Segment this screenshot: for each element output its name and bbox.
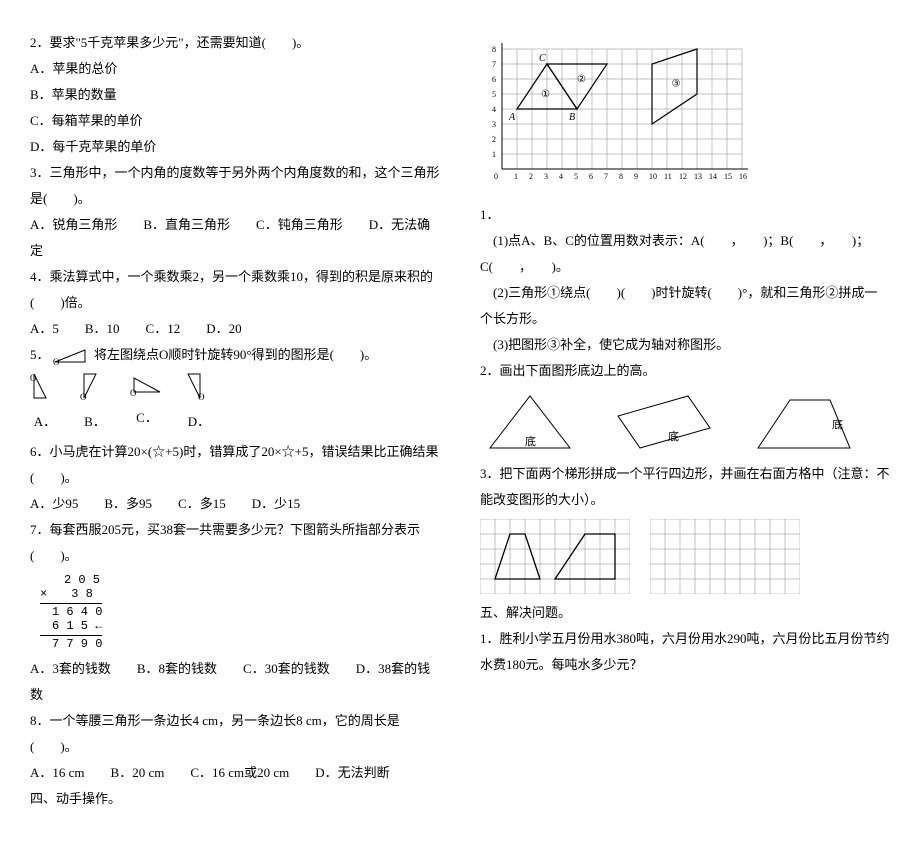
q5-label-b: B．: [80, 409, 110, 435]
svg-text:6: 6: [492, 75, 496, 84]
q6-opts: A．少95 B．多95 C．多15 D．少15: [30, 491, 440, 517]
r-q3: 3．把下面两个梯形拼成一个平行四边形，并画在右面方格中（注意：不能改变图形的大小…: [480, 461, 890, 513]
q5-label-d: D．: [184, 409, 214, 435]
svg-text:O: O: [53, 357, 60, 366]
q5-opt-d-shape: O: [184, 372, 214, 400]
shape-trapezoid: 底: [750, 390, 860, 455]
r-q1-3: (3)把图形③补全，使它成为轴对称图形。: [480, 332, 890, 358]
section-4: 四、动手操作。: [30, 786, 440, 812]
grid-left: [480, 519, 630, 594]
q2-opt-a: A．苹果的总价: [30, 56, 440, 82]
svg-text:11: 11: [664, 172, 672, 181]
svg-text:4: 4: [559, 172, 563, 181]
svg-text:③: ③: [672, 79, 681, 90]
svg-text:10: 10: [649, 172, 657, 181]
coordinate-grid: 12345678910111213141516123456780①ACB②③: [480, 34, 890, 198]
svg-text:A: A: [508, 112, 516, 123]
trapezoid-grids: [480, 519, 890, 594]
r-q2: 2．画出下面图形底边上的高。: [480, 358, 890, 384]
svg-text:12: 12: [679, 172, 687, 181]
multiplication-work: 2 0 5 × 3 8 1 6 4 0 6 1 5 7 7 9 0: [40, 573, 102, 651]
svg-text:13: 13: [694, 172, 702, 181]
svg-text:C: C: [539, 53, 546, 64]
q5-opt-b-shape: O: [80, 372, 110, 400]
q5-options: O A． O B． O C． O D．: [30, 372, 440, 435]
r-q1: 1．: [480, 202, 890, 228]
q5-label-a: A．: [30, 409, 60, 435]
svg-text:O: O: [198, 392, 205, 400]
svg-text:底: 底: [832, 417, 843, 431]
svg-text:3: 3: [544, 172, 548, 181]
svg-text:9: 9: [634, 172, 638, 181]
q5-opt-a-shape: O: [30, 372, 60, 400]
svg-text:7: 7: [604, 172, 608, 181]
shape-parallelogram: 底: [610, 390, 720, 455]
svg-text:1: 1: [492, 150, 496, 159]
q7: 7．每套西服205元，买38套一共需要多少元？下图箭头所指部分表示( )。: [30, 517, 440, 569]
q5-original-triangle: O: [53, 346, 91, 366]
svg-text:①: ①: [541, 89, 550, 100]
q5-opt-c-shape: O: [130, 372, 164, 396]
svg-text:3: 3: [492, 120, 496, 129]
svg-text:7: 7: [492, 60, 496, 69]
r-q1-1: (1)点A、B、C的位置用数对表示：A( ， )；B( ， )；C( ， )。: [480, 228, 890, 280]
svg-text:5: 5: [492, 90, 496, 99]
q4: 4．乘法算式中，一个乘数乘2，另一个乘数乘10，得到的积是原来积的( )倍。: [30, 264, 440, 316]
svg-text:16: 16: [739, 172, 747, 181]
problem-1: 1．胜利小学五月份用水380吨，六月份用水290吨，六月份比五月份节约水费180…: [480, 626, 890, 678]
svg-text:5: 5: [574, 172, 578, 181]
svg-text:8: 8: [492, 45, 496, 54]
q7-opts: A．3套的钱数 B．8套的钱数 C．30套的钱数 D．38套的钱数: [30, 656, 440, 708]
q2-opt-d: D．每千克苹果的单价: [30, 134, 440, 160]
q3-opts: A．锐角三角形 B．直角三角形 C．钝角三角形 D．无法确定: [30, 212, 440, 264]
q5-label-c: C．: [130, 405, 164, 431]
svg-text:O: O: [130, 388, 137, 396]
q3: 3．三角形中，一个内角的度数等于另外两个内角度数的和，这个三角形是( )。: [30, 160, 440, 212]
shape-triangle: 底: [480, 390, 580, 455]
grid-right: [650, 519, 800, 594]
q2-opt-c: C．每箱苹果的单价: [30, 108, 440, 134]
svg-text:8: 8: [619, 172, 623, 181]
svg-text:O: O: [80, 392, 87, 400]
svg-text:4: 4: [492, 105, 496, 114]
svg-text:6: 6: [589, 172, 593, 181]
svg-text:2: 2: [529, 172, 533, 181]
svg-text:底: 底: [525, 434, 536, 448]
section-5: 五、解决问题。: [480, 600, 890, 626]
svg-text:14: 14: [709, 172, 717, 181]
svg-text:②: ②: [577, 74, 586, 85]
svg-text:底: 底: [668, 429, 679, 443]
draw-height-shapes: 底 底 底: [480, 390, 890, 455]
svg-text:B: B: [569, 112, 575, 123]
svg-text:15: 15: [724, 172, 732, 181]
q2-opt-b: B．苹果的数量: [30, 82, 440, 108]
r-q1-2: (2)三角形①绕点( )( )时针旋转( )°，就和三角形②拼成一个长方形。: [480, 280, 890, 332]
svg-text:2: 2: [492, 135, 496, 144]
svg-text:1: 1: [514, 172, 518, 181]
q2: 2．要求"5千克苹果多少元"，还需要知道( )。: [30, 30, 440, 56]
q5: 5． O 将左图绕点O顺时针旋转90°得到的图形是( )。: [30, 342, 440, 368]
q8-opts: A．16 cm B．20 cm C．16 cm或20 cm D．无法判断: [30, 760, 440, 786]
q4-opts: A．5 B．10 C．12 D．20: [30, 316, 440, 342]
q6: 6．小马虎在计算20×(☆+5)时，错算成了20×☆+5，错误结果比正确结果( …: [30, 439, 440, 491]
q8: 8．一个等腰三角形一条边长4 cm，另一条边长8 cm，它的周长是( )。: [30, 708, 440, 760]
svg-text:0: 0: [494, 172, 498, 181]
svg-text:O: O: [30, 373, 37, 383]
